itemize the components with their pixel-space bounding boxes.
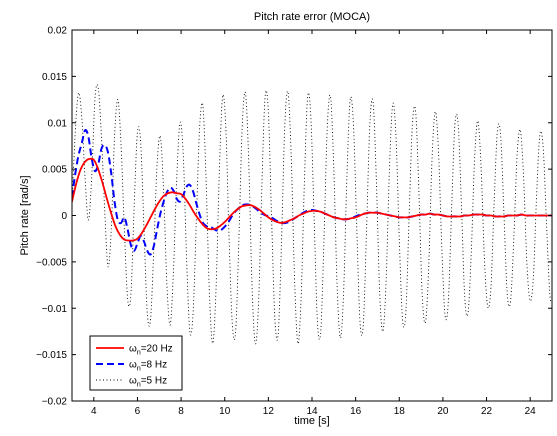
- y-tick-label: 0.02: [48, 26, 68, 37]
- y-tick-label: 0.01: [48, 118, 68, 129]
- x-tick-label: 24: [525, 406, 537, 417]
- legend-label-value: =8 Hz: [141, 360, 167, 371]
- legend-label-value: =20 Hz: [141, 344, 173, 355]
- legend-label-symbol: ω: [129, 360, 137, 371]
- x-tick-label: 4: [91, 406, 97, 417]
- legend-label-symbol: ω: [129, 376, 137, 387]
- legend-label-value: =5 Hz: [141, 376, 167, 387]
- x-tick-label: 6: [135, 406, 141, 417]
- y-tick-label: −0.015: [36, 350, 67, 361]
- y-tick-label: 0: [61, 211, 67, 222]
- y-axis-label: Pitch rate [rad/s]: [19, 175, 31, 255]
- x-tick-label: 10: [219, 406, 231, 417]
- x-tick-label: 8: [178, 406, 184, 417]
- x-tick-label: 16: [350, 406, 362, 417]
- x-tick-label: 20: [437, 406, 449, 417]
- y-tick-label: −0.005: [36, 257, 67, 268]
- y-tick-label: 0.015: [42, 72, 67, 83]
- legend-label-symbol: ω: [129, 344, 137, 355]
- chart-title: Pitch rate error (MOCA): [254, 11, 370, 23]
- x-tick-label: 18: [394, 406, 406, 417]
- x-tick-label: 14: [306, 406, 318, 417]
- y-tick-label: −0.01: [42, 304, 68, 315]
- y-tick-label: 0.005: [42, 165, 67, 176]
- x-tick-label: 12: [263, 406, 275, 417]
- y-tick-label: −0.02: [42, 397, 68, 408]
- x-tick-label: 22: [481, 406, 493, 417]
